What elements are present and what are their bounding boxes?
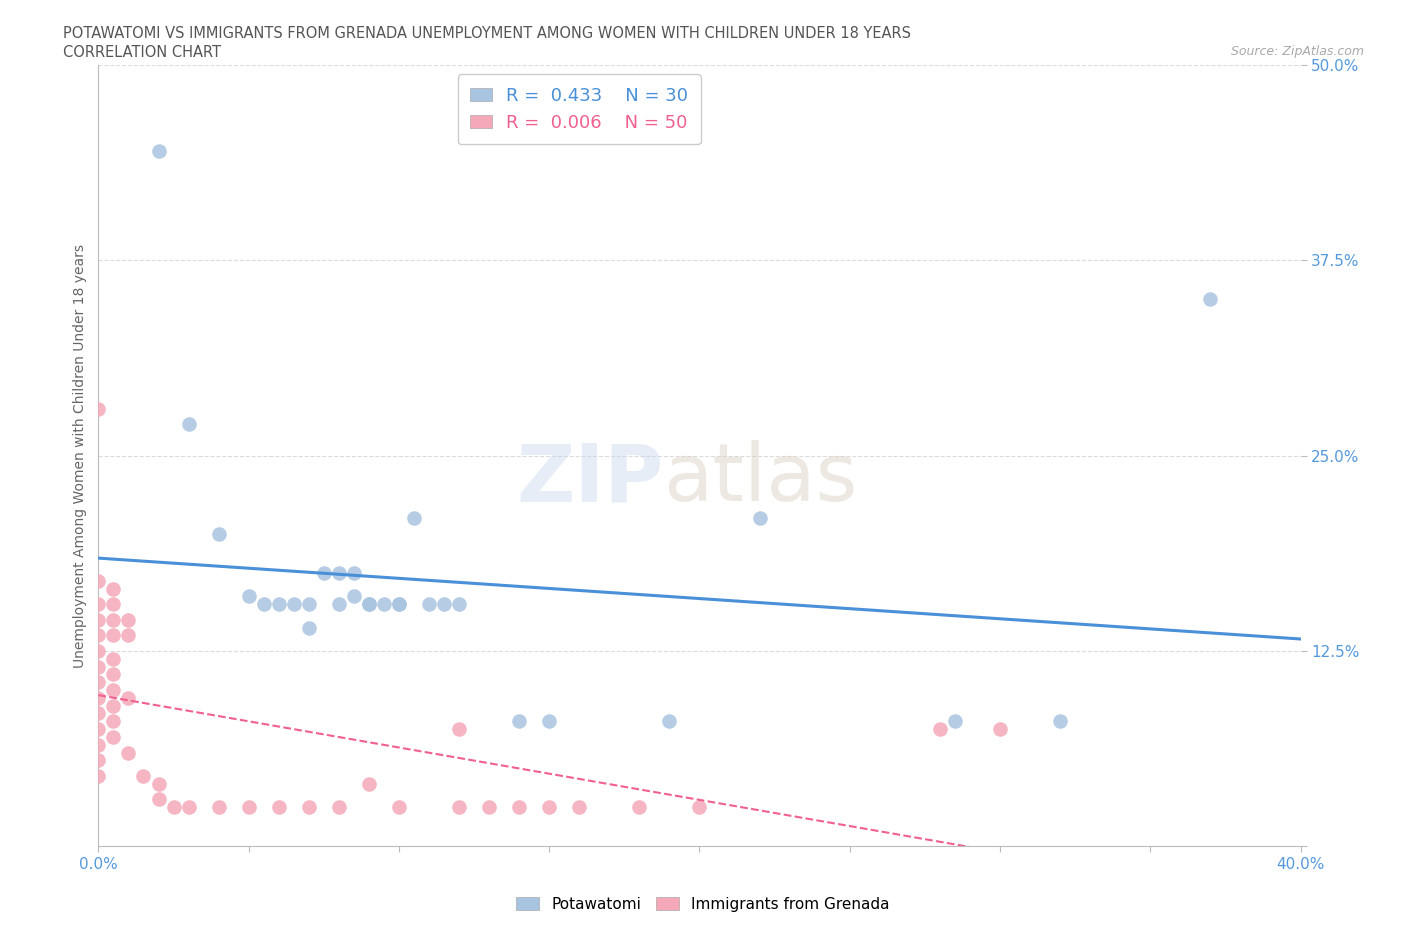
Point xyxy=(298,620,321,635)
Point xyxy=(103,714,125,729)
Point xyxy=(103,698,125,713)
Point xyxy=(87,722,110,737)
Point xyxy=(929,722,952,737)
Point xyxy=(508,714,530,729)
Point xyxy=(1049,714,1071,729)
Point xyxy=(148,792,170,807)
Point xyxy=(87,612,110,627)
Point xyxy=(343,589,366,604)
Point xyxy=(87,573,110,588)
Point xyxy=(658,714,681,729)
Point xyxy=(388,597,411,612)
Point xyxy=(87,768,110,783)
Point xyxy=(117,628,139,643)
Text: Source: ZipAtlas.com: Source: ZipAtlas.com xyxy=(1230,45,1364,58)
Point xyxy=(433,597,456,612)
Point xyxy=(328,800,350,815)
Text: POTAWATOMI VS IMMIGRANTS FROM GRENADA UNEMPLOYMENT AMONG WOMEN WITH CHILDREN UND: POTAWATOMI VS IMMIGRANTS FROM GRENADA UN… xyxy=(63,26,911,41)
Point xyxy=(87,690,110,705)
Point xyxy=(478,800,501,815)
Point xyxy=(628,800,651,815)
Point xyxy=(447,597,470,612)
Point xyxy=(103,628,125,643)
Point xyxy=(148,777,170,791)
Point xyxy=(538,714,561,729)
Point xyxy=(748,511,770,525)
Legend: Potawatomi, Immigrants from Grenada: Potawatomi, Immigrants from Grenada xyxy=(510,890,896,918)
Point xyxy=(87,644,110,658)
Point xyxy=(508,800,530,815)
Point xyxy=(1199,292,1222,307)
Point xyxy=(103,667,125,682)
Point xyxy=(132,768,155,783)
Point xyxy=(87,753,110,768)
Point xyxy=(267,597,290,612)
Point xyxy=(402,511,425,525)
Point xyxy=(177,417,200,432)
Point xyxy=(267,800,290,815)
Point xyxy=(373,597,395,612)
Point xyxy=(87,706,110,721)
Point xyxy=(238,800,260,815)
Point xyxy=(283,597,305,612)
Point xyxy=(447,722,470,737)
Point xyxy=(328,565,350,580)
Point xyxy=(388,597,411,612)
Point xyxy=(238,589,260,604)
Point xyxy=(988,722,1011,737)
Y-axis label: Unemployment Among Women with Children Under 18 years: Unemployment Among Women with Children U… xyxy=(73,244,87,668)
Point xyxy=(117,612,139,627)
Point xyxy=(87,737,110,752)
Point xyxy=(357,777,380,791)
Point xyxy=(87,402,110,417)
Point xyxy=(328,597,350,612)
Point xyxy=(357,597,380,612)
Point xyxy=(117,690,139,705)
Point xyxy=(298,597,321,612)
Point xyxy=(943,714,966,729)
Point xyxy=(253,597,276,612)
Point xyxy=(103,581,125,596)
Point xyxy=(162,800,184,815)
Point xyxy=(103,612,125,627)
Point xyxy=(357,597,380,612)
Point xyxy=(208,526,231,541)
Point xyxy=(312,565,335,580)
Point xyxy=(148,143,170,158)
Point xyxy=(87,675,110,690)
Point xyxy=(538,800,561,815)
Point xyxy=(208,800,231,815)
Point xyxy=(447,800,470,815)
Point xyxy=(343,565,366,580)
Point xyxy=(388,800,411,815)
Point xyxy=(103,729,125,744)
Point xyxy=(418,597,440,612)
Text: CORRELATION CHART: CORRELATION CHART xyxy=(63,45,221,60)
Point xyxy=(87,659,110,674)
Point xyxy=(87,628,110,643)
Point xyxy=(103,683,125,698)
Text: ZIP: ZIP xyxy=(516,440,664,518)
Point xyxy=(568,800,591,815)
Point xyxy=(117,745,139,760)
Point xyxy=(298,800,321,815)
Legend: R =  0.433    N = 30, R =  0.006    N = 50: R = 0.433 N = 30, R = 0.006 N = 50 xyxy=(457,74,702,144)
Point xyxy=(87,597,110,612)
Point xyxy=(103,597,125,612)
Point xyxy=(103,651,125,666)
Text: atlas: atlas xyxy=(664,440,858,518)
Point xyxy=(177,800,200,815)
Point xyxy=(688,800,710,815)
